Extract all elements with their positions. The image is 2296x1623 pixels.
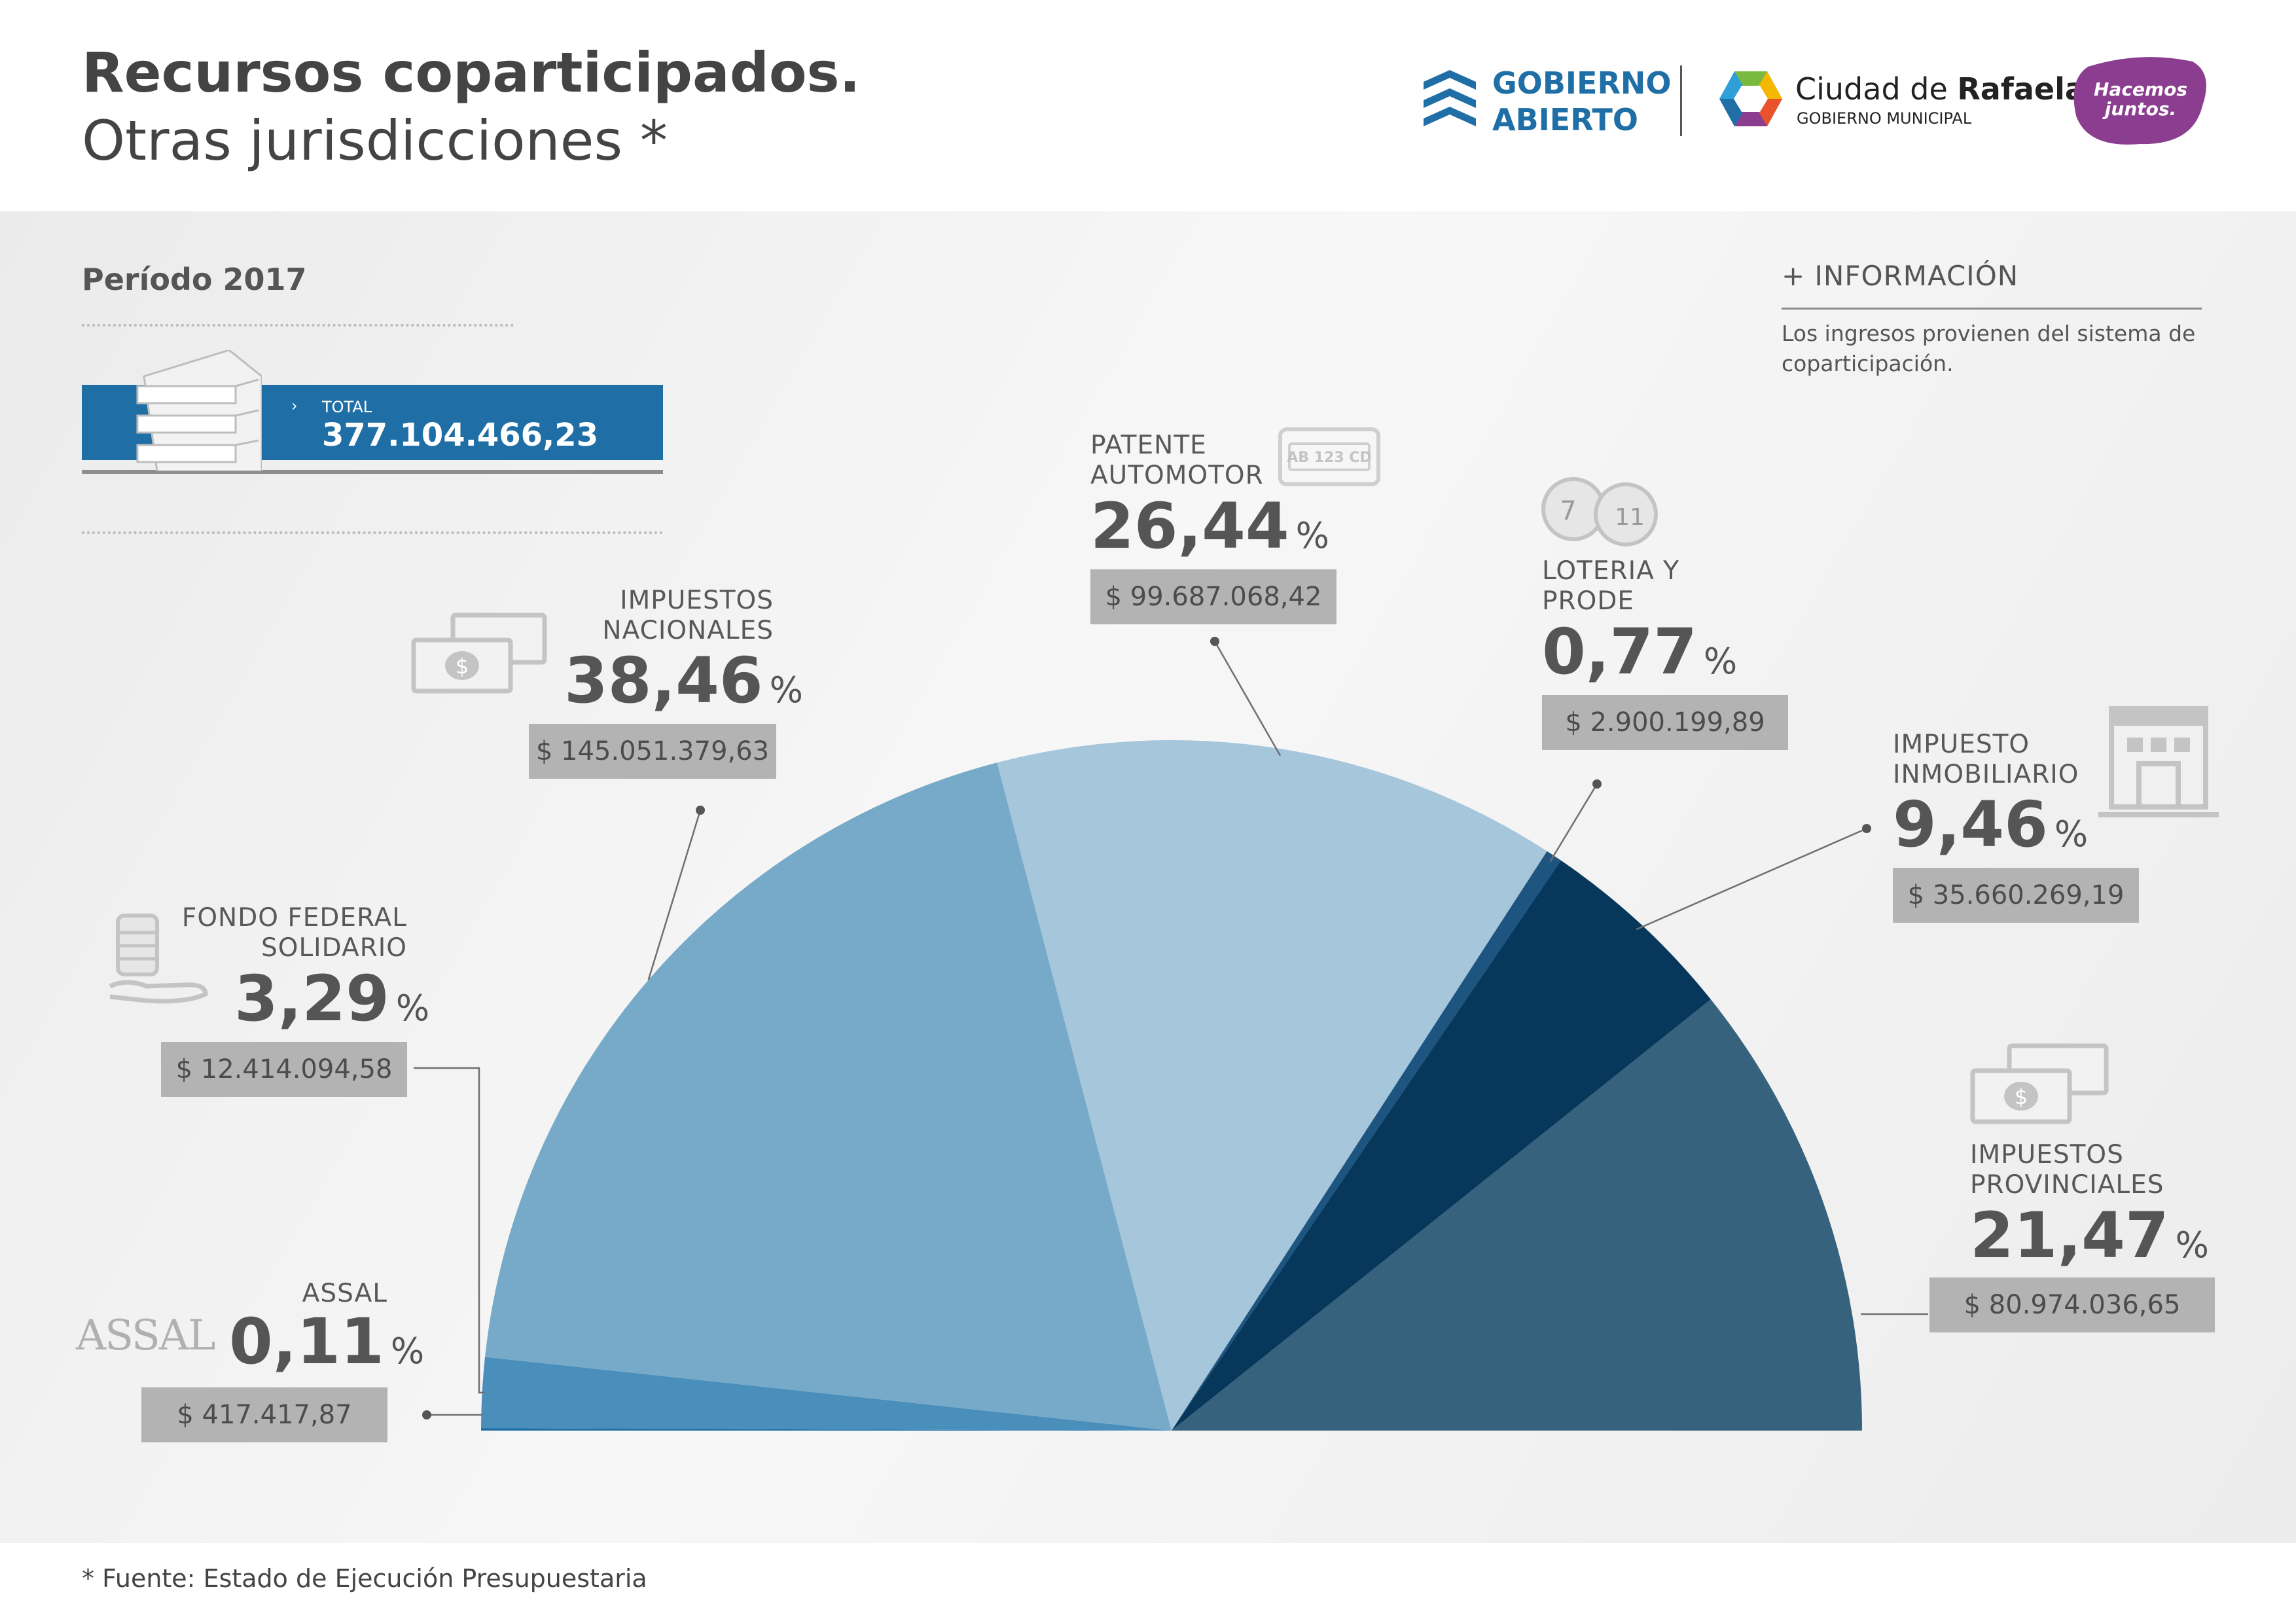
building-icon	[136, 350, 262, 471]
page-title: Recursos coparticipados.	[82, 41, 861, 105]
leader-line-impuestos-nacionales	[647, 810, 702, 980]
hexagon-icon	[1719, 71, 1782, 126]
total-value: 377.104.466,23	[322, 417, 599, 454]
coins-hand-icon	[109, 914, 208, 1004]
info-underline	[1782, 308, 2202, 310]
gobierno-abierto-text-1: GOBIERNO	[1492, 65, 1672, 101]
percent-impuesto-inmobiliario: 9,46%	[1893, 788, 2089, 861]
gobierno-abierto-logo[interactable]: GOBIERNO ABIERTO	[1420, 62, 1671, 141]
ciudad-rafaela-logo[interactable]: Ciudad de Rafaela GOBIERNO MUNICIPAL	[1718, 62, 2085, 141]
building-storefront-icon	[2098, 706, 2219, 817]
total-underline	[82, 470, 663, 474]
ball-number-2: 11	[1615, 504, 1645, 531]
amount-assal: $ 417.417,87	[141, 1387, 387, 1442]
assal-logo: ASSAL	[76, 1311, 215, 1360]
lottery-balls-icon: 7 11	[1541, 477, 1658, 546]
label-assal: ASSAL	[302, 1279, 387, 1308]
percent-assal: 0,11%	[229, 1305, 425, 1378]
amount-patente-automotor: $ 99.687.068,42	[1090, 569, 1336, 624]
pie-slice-patente-automotor[interactable]	[997, 740, 1547, 1431]
banknotes-icon: $	[411, 613, 547, 694]
svg-text:$: $	[456, 654, 469, 679]
leader-dot-patente-automotor	[1210, 637, 1219, 646]
pie-slice-assal[interactable]	[481, 1428, 1172, 1431]
percent-fondo-federal: 3,29%	[234, 962, 430, 1035]
chevron-right-icon: ›	[291, 397, 298, 415]
leader-dot-assal	[422, 1410, 431, 1419]
leader-dot-impuesto-inmobiliario	[1862, 824, 1871, 833]
info-title[interactable]: + INFORMACIÓN	[1782, 260, 2019, 292]
footnote: * Fuente: Estado de Ejecución Presupuest…	[82, 1564, 647, 1593]
license-plate-icon: AB 123 CD	[1278, 427, 1380, 486]
amount-impuestos-nacionales: $ 145.051.379,63	[529, 724, 776, 779]
page-subtitle: Otras jurisdicciones *	[82, 109, 668, 173]
hacemos-text-2: juntos.	[2104, 98, 2177, 120]
ball-number-1: 7	[1560, 496, 1576, 526]
gobierno-abierto-icon	[1424, 70, 1476, 126]
percent-loteria-prode: 0,77%	[1542, 615, 1738, 688]
leader-line-patente-automotor	[1213, 641, 1282, 757]
dotted-divider-bottom	[82, 531, 663, 534]
leader-line-impuesto-inmobiliario	[1636, 827, 1867, 931]
leader-dot-loteria-prode	[1592, 779, 1602, 789]
hacemos-juntos-logo[interactable]: Hacemos juntos.	[2068, 54, 2212, 152]
label-fondo-federal: FONDO FEDERAL SOLIDARIO	[181, 903, 407, 963]
dotted-divider-top	[82, 324, 514, 327]
ciudad-subtitle: GOBIERNO MUNICIPAL	[1797, 109, 1972, 128]
pie-slice-impuesto-inmobiliario[interactable]	[1172, 860, 1711, 1431]
leader-dot-impuestos-nacionales	[696, 806, 705, 815]
pie-slice-fondo-federal-solidario[interactable]	[481, 1357, 1172, 1431]
label-impuestos-nacionales: IMPUESTOS NACIONALES	[602, 586, 774, 645]
label-impuesto-inmobiliario: IMPUESTO INMOBILIARIO	[1893, 730, 2079, 789]
amount-impuesto-inmobiliario: $ 35.660.269,19	[1893, 868, 2139, 923]
amount-impuestos-provinciales: $ 80.974.036,65	[1929, 1277, 2215, 1332]
svg-text:$: $	[2015, 1084, 2028, 1109]
hacemos-juntos-badge	[2073, 57, 2206, 145]
ciudad-name: Rafaela	[1957, 71, 2085, 107]
logo-divider	[1680, 65, 1682, 136]
percent-patente-automotor: 26,44%	[1090, 490, 1329, 563]
leader-line-fondo-federal	[414, 1067, 485, 1394]
label-loteria-prode: LOTERIA Y PRODE	[1542, 556, 1679, 616]
percent-impuestos-nacionales: 38,46%	[564, 644, 803, 717]
plate-text: AB 123 CD	[1287, 450, 1371, 466]
label-impuestos-provinciales: IMPUESTOS PROVINCIALES	[1970, 1140, 2164, 1200]
pie-slice-impuestos-nacionales[interactable]	[485, 762, 1172, 1431]
total-label: TOTAL	[322, 398, 372, 416]
amount-fondo-federal: $ 12.414.094,58	[161, 1042, 407, 1097]
info-text: Los ingresos provienen del sistema de co…	[1782, 321, 2196, 376]
period-label: Período 2017	[82, 262, 307, 297]
percent-impuestos-provinciales: 21,47%	[1970, 1199, 2209, 1272]
label-patente-automotor: PATENTE AUTOMOTOR	[1090, 431, 1264, 490]
banknotes-provincial-icon: $	[1970, 1043, 2109, 1124]
leader-line-loteria-prode	[1549, 783, 1598, 863]
amount-loteria-prode: $ 2.900.199,89	[1542, 695, 1788, 750]
pie-slice-impuestos-provinciales[interactable]	[1172, 999, 1862, 1431]
gobierno-abierto-text-2: ABIERTO	[1492, 102, 1639, 137]
ciudad-prefix: Ciudad de	[1795, 71, 1948, 107]
pie-slice-loteria-y-prode[interactable]	[1172, 851, 1561, 1431]
hacemos-text-1: Hacemos	[2094, 79, 2187, 100]
